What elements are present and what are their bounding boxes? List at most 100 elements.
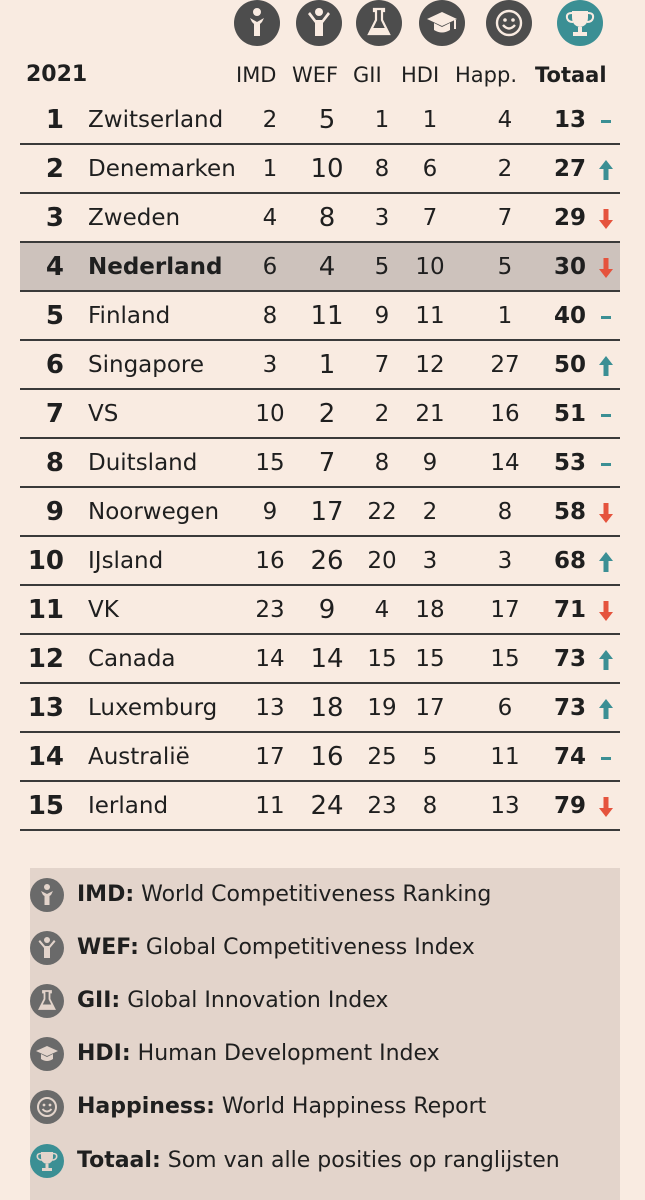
arrow-up-icon — [597, 551, 615, 573]
ranking-table: 1 Zwitserland 2 5 1 1 4 13 2 Denemarken 1 10 8 6 2 27 3 Z… — [20, 96, 620, 831]
dash-icon — [597, 404, 615, 426]
hdi-cell: 1 — [422, 107, 438, 133]
legend-item: IMD: World Competitiveness Ranking — [30, 874, 620, 914]
dash-icon — [597, 306, 615, 328]
gii-cell: 25 — [367, 744, 397, 770]
wef-cell: 7 — [318, 448, 336, 478]
wef-cell: 26 — [310, 546, 344, 576]
country-cell: Finland — [88, 303, 171, 329]
gii-column-header: GII — [353, 63, 382, 87]
flask-icon — [30, 984, 64, 1018]
rank-cell: 8 — [45, 448, 64, 478]
total-column-header: Totaal — [535, 63, 607, 87]
imd-cell: 16 — [255, 548, 285, 574]
country-cell: Luxemburg — [88, 695, 218, 721]
legend-box: IMD: World Competitiveness Ranking WEF: G… — [30, 868, 620, 1200]
table-header: 2021 IMD WEF GII HDI Happ. Totaal — [0, 60, 645, 90]
table-row: 3 Zweden 4 8 3 7 7 29 — [20, 194, 620, 243]
table-row: 11 VK 23 9 4 18 17 71 — [20, 586, 620, 635]
happ-cell: 15 — [490, 646, 520, 672]
legend-text: Totaal: Som van alle posities op ranglij… — [77, 1140, 560, 1182]
happ-cell: 2 — [497, 156, 513, 182]
rank-cell: 5 — [45, 301, 64, 331]
imd-cell: 14 — [255, 646, 285, 672]
total-cell: 29 — [553, 205, 586, 231]
person-arms-down-icon — [234, 0, 280, 46]
hdi-cell: 5 — [422, 744, 438, 770]
legend-description: Human Development Index — [130, 1041, 440, 1066]
arrow-up-icon — [597, 698, 615, 720]
imd-cell: 13 — [255, 695, 285, 721]
rank-cell: 12 — [27, 644, 64, 674]
rank-cell: 10 — [27, 546, 64, 576]
hdi-cell: 17 — [415, 695, 445, 721]
arrow-down-icon — [597, 600, 615, 622]
wef-cell: 11 — [310, 301, 344, 331]
wef-cell: 9 — [318, 595, 336, 625]
hdi-cell: 18 — [415, 597, 445, 623]
legend-text: WEF: Global Competitiveness Index — [77, 927, 475, 969]
imd-cell: 8 — [262, 303, 278, 329]
total-cell: 73 — [553, 695, 586, 721]
arrow-down-icon — [597, 208, 615, 230]
total-cell: 74 — [553, 744, 586, 770]
happ-cell: 7 — [497, 205, 513, 231]
arrow-up-icon — [597, 159, 615, 181]
total-cell: 79 — [553, 793, 586, 819]
rank-cell: 15 — [27, 791, 64, 821]
gii-cell: 7 — [374, 352, 390, 378]
rank-cell: 11 — [27, 595, 64, 625]
total-cell: 68 — [553, 548, 586, 574]
country-cell: Ierland — [88, 793, 169, 819]
rank-cell: 2 — [45, 154, 64, 184]
happ-cell: 4 — [497, 107, 513, 133]
dash-icon — [597, 110, 615, 132]
imd-cell: 17 — [255, 744, 285, 770]
arrow-down-icon — [597, 502, 615, 524]
country-cell: IJsland — [88, 548, 164, 574]
wef-cell: 4 — [318, 252, 336, 282]
flask-icon — [356, 0, 402, 46]
imd-cell: 9 — [262, 499, 278, 525]
year-label: 2021 — [26, 62, 88, 87]
total-cell: 13 — [553, 107, 586, 133]
hdi-cell: 21 — [415, 401, 445, 427]
smiley-icon — [486, 0, 532, 46]
imd-cell: 23 — [255, 597, 285, 623]
hdi-cell: 9 — [422, 450, 438, 476]
hdi-cell: 15 — [415, 646, 445, 672]
table-row: 4 Nederland 6 4 5 10 5 30 — [20, 243, 620, 292]
table-row: 6 Singapore 3 1 7 12 27 50 — [20, 341, 620, 390]
happ-cell: 17 — [490, 597, 520, 623]
rank-cell: 14 — [27, 742, 64, 772]
happ-cell: 13 — [490, 793, 520, 819]
legend-key: HDI: — [77, 1041, 131, 1066]
imd-cell: 1 — [262, 156, 278, 182]
table-row: 13 Luxemburg 13 18 19 17 6 73 — [20, 684, 620, 733]
smiley-icon — [30, 1090, 64, 1124]
category-icon-bar — [0, 0, 645, 48]
imd-cell: 10 — [255, 401, 285, 427]
wef-cell: 5 — [318, 105, 336, 135]
table-row: 8 Duitsland 15 7 8 9 14 53 — [20, 439, 620, 488]
happ-cell: 3 — [497, 548, 513, 574]
legend-item: Totaal: Som van alle posities op ranglij… — [30, 1140, 620, 1180]
imd-cell: 11 — [255, 793, 285, 819]
gii-cell: 22 — [367, 499, 397, 525]
rank-cell: 9 — [45, 497, 64, 527]
dash-icon — [597, 747, 615, 769]
legend-key: Totaal: — [77, 1148, 161, 1173]
hdi-cell: 11 — [415, 303, 445, 329]
country-cell: Noorwegen — [88, 499, 220, 525]
country-cell: Canada — [88, 646, 176, 672]
gii-cell: 4 — [374, 597, 390, 623]
country-cell: Zweden — [88, 205, 181, 231]
legend-item: HDI: Human Development Index — [30, 1033, 620, 1073]
legend-description: World Happiness Report — [214, 1094, 487, 1119]
country-cell: Denemarken — [88, 156, 236, 182]
legend-text: HDI: Human Development Index — [77, 1033, 440, 1075]
rank-cell: 6 — [45, 350, 64, 380]
legend-item: GII: Global Innovation Index — [30, 980, 620, 1020]
person-arms-down-icon — [30, 878, 64, 912]
total-cell: 40 — [553, 303, 586, 329]
